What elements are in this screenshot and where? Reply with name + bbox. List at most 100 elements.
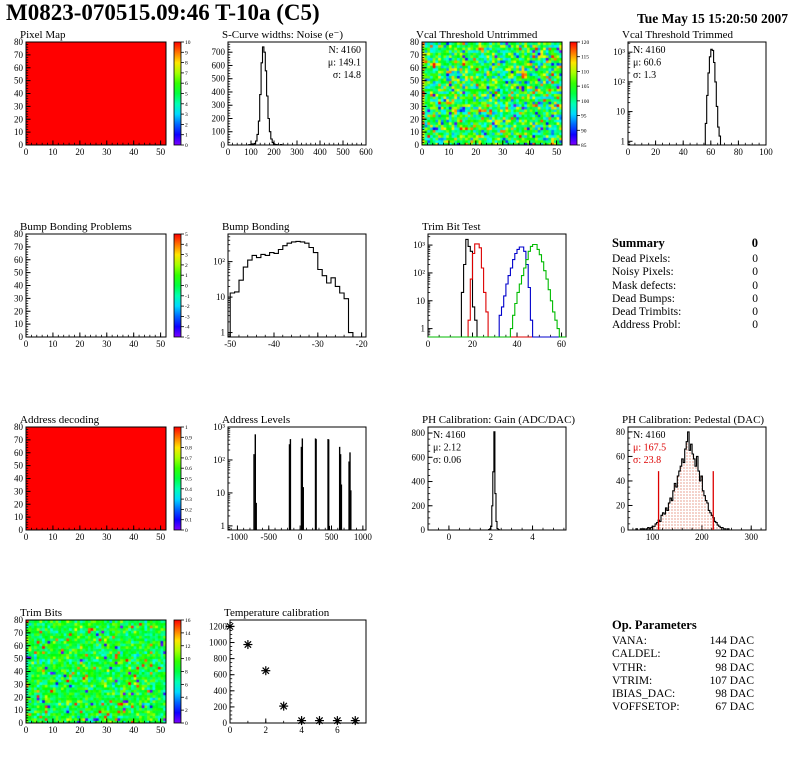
svg-text:1000: 1000 [354, 532, 373, 542]
summary-row: Dead Pixels: 0 [612, 253, 758, 266]
svg-text:10³: 10³ [613, 47, 625, 57]
svg-text:60: 60 [557, 339, 567, 349]
address_levels-plot: Address Levels -1000 -500 0 500 1000 1 10 10² 10³ [213, 414, 373, 542]
summary-heading: Summary [612, 236, 665, 250]
ph_gain-plot: PH Calibration: Gain (ADC/DAC) 0 2 4 0 200 400… [412, 414, 576, 542]
svg-text:70: 70 [14, 50, 24, 60]
svg-text:-30: -30 [312, 339, 324, 349]
summary-row-value: 0 [752, 253, 758, 265]
svg-text:80: 80 [14, 422, 24, 432]
summary-rows: Dead Pixels: 0 Noisy Pixels: 0 Mask defects:… [612, 253, 758, 333]
summary-row-value: 0 [752, 319, 758, 332]
page-title: M0823-070515.09:46 T-10a (C5) [6, 0, 320, 25]
svg-text:N: 4160: N: 4160 [633, 430, 666, 441]
op-parameters-block: Op. Parameters VANA: 144 DAC CALDEL: 92 DAC… [612, 618, 754, 715]
svg-text:80: 80 [616, 427, 626, 437]
svg-text:0: 0 [185, 284, 188, 290]
svg-text:0.3: 0.3 [185, 497, 192, 503]
svg-text:80: 80 [734, 147, 744, 157]
svg-text:0: 0 [621, 525, 626, 535]
svg-text:σ: 0.06: σ: 0.06 [433, 455, 461, 466]
svg-text:60: 60 [616, 451, 626, 461]
svg-text:0: 0 [226, 147, 231, 157]
summary-row-label: Dead Pixels: [612, 253, 671, 265]
svg-text:-40: -40 [268, 339, 280, 349]
svg-text:Bump Bonding Problems: Bump Bonding Problems [20, 221, 132, 233]
svg-text:200: 200 [412, 501, 426, 511]
svg-text:400: 400 [214, 686, 228, 696]
svg-text:5: 5 [185, 232, 188, 238]
svg-text:10³: 10³ [213, 422, 225, 432]
svg-text:10²: 10² [213, 455, 225, 465]
svg-text:20: 20 [75, 532, 85, 542]
panel-temperature-calibration: Temperature calibration 0 2 4 6 0 200 400 600 800… [202, 606, 394, 746]
svg-text:1200: 1200 [209, 621, 228, 631]
panel-pixel-map: Pixel Map 0 10 20 30 40 50 0 10 20 30 40 50 60 70 80 10 9… [6, 28, 198, 168]
svg-text:20: 20 [410, 114, 420, 124]
svg-text:0: 0 [298, 532, 303, 542]
svg-text:400: 400 [212, 87, 226, 97]
svg-text:6: 6 [185, 81, 188, 87]
svg-text:N: 4160: N: 4160 [633, 45, 666, 56]
svg-text:60: 60 [706, 147, 716, 157]
op-parameter-row-label: VANA: [612, 635, 647, 647]
svg-text:0: 0 [185, 143, 188, 149]
vcal_untrimmed-heatmap-canvas [422, 42, 562, 145]
svg-text:20: 20 [75, 725, 85, 735]
svg-text:-1: -1 [185, 294, 190, 300]
svg-text:10: 10 [48, 725, 58, 735]
svg-text:40: 40 [129, 532, 139, 542]
svg-text:16: 16 [185, 618, 191, 624]
svg-text:40: 40 [679, 147, 689, 157]
panel-vcal-untrimmed: Vcal Threshold Untrimmed 0 10 20 30 40 50 0 10 20… [402, 28, 594, 168]
summary-row: Mask defects: 0 [612, 280, 758, 293]
svg-text:4: 4 [530, 532, 535, 542]
svg-text:10²: 10² [213, 257, 225, 267]
summary-row-value: 0 [752, 279, 758, 292]
panel-bump-bonding-problems: Bump Bonding Problems 0 10 20 30 40 50 0 10 20 30 4… [6, 220, 198, 360]
svg-text:30: 30 [102, 147, 112, 157]
svg-text:40: 40 [525, 147, 535, 157]
panel-address-levels: Address Levels -1000 -500 0 500 1000 1 10 10² 10³ [202, 413, 394, 553]
svg-text:40: 40 [129, 147, 139, 157]
svg-text:0: 0 [24, 339, 29, 349]
svg-text:Pixel Map: Pixel Map [20, 29, 66, 41]
svg-text:σ: 23.8: σ: 23.8 [633, 455, 661, 466]
svg-text:1: 1 [185, 425, 188, 431]
svg-text:100: 100 [581, 99, 590, 105]
svg-text:80: 80 [14, 37, 24, 47]
svg-text:4: 4 [299, 725, 304, 735]
summary-row-label: Mask defects: [612, 279, 677, 292]
svg-text:20: 20 [14, 306, 24, 316]
op-parameter-row-value: 98 DAC [715, 688, 754, 701]
svg-text:20: 20 [468, 339, 478, 349]
svg-text:N: 4160: N: 4160 [329, 45, 362, 56]
svg-text:0: 0 [19, 525, 24, 535]
svg-text:95: 95 [581, 114, 587, 120]
svg-text:100: 100 [759, 147, 773, 157]
summary-heading-row: Summary 0 [612, 236, 758, 251]
svg-text:σ: 1.3: σ: 1.3 [633, 70, 656, 81]
svg-text:0: 0 [24, 147, 29, 157]
op-parameter-row: VTRIM: 107 DAC [612, 675, 754, 688]
svg-text:Trim Bits: Trim Bits [20, 607, 62, 619]
svg-text:120: 120 [581, 40, 590, 46]
summary-row-value: 0 [752, 306, 758, 319]
op-parameter-rows: VANA: 144 DAC CALDEL: 92 DAC VTHR: 98 DAC VTRI… [612, 635, 754, 715]
svg-text:8: 8 [185, 61, 188, 67]
svg-text:20: 20 [471, 147, 481, 157]
svg-text:2: 2 [185, 708, 188, 714]
svg-text:600: 600 [212, 60, 226, 70]
svg-text:100: 100 [244, 147, 258, 157]
svg-text:30: 30 [102, 339, 112, 349]
panel-vcal-trimmed: Vcal Threshold Trimmed 0 20 40 60 80 100 1 10 10²… [602, 28, 794, 168]
svg-text:0.6: 0.6 [185, 466, 192, 472]
svg-text:50: 50 [14, 268, 24, 278]
svg-text:40: 40 [129, 339, 139, 349]
svg-text:0.1: 0.1 [185, 518, 192, 524]
svg-text:50: 50 [14, 461, 24, 471]
svg-text:400: 400 [412, 477, 426, 487]
svg-text:30: 30 [498, 147, 508, 157]
svg-text:40: 40 [14, 281, 24, 291]
svg-text:10²: 10² [613, 77, 625, 87]
